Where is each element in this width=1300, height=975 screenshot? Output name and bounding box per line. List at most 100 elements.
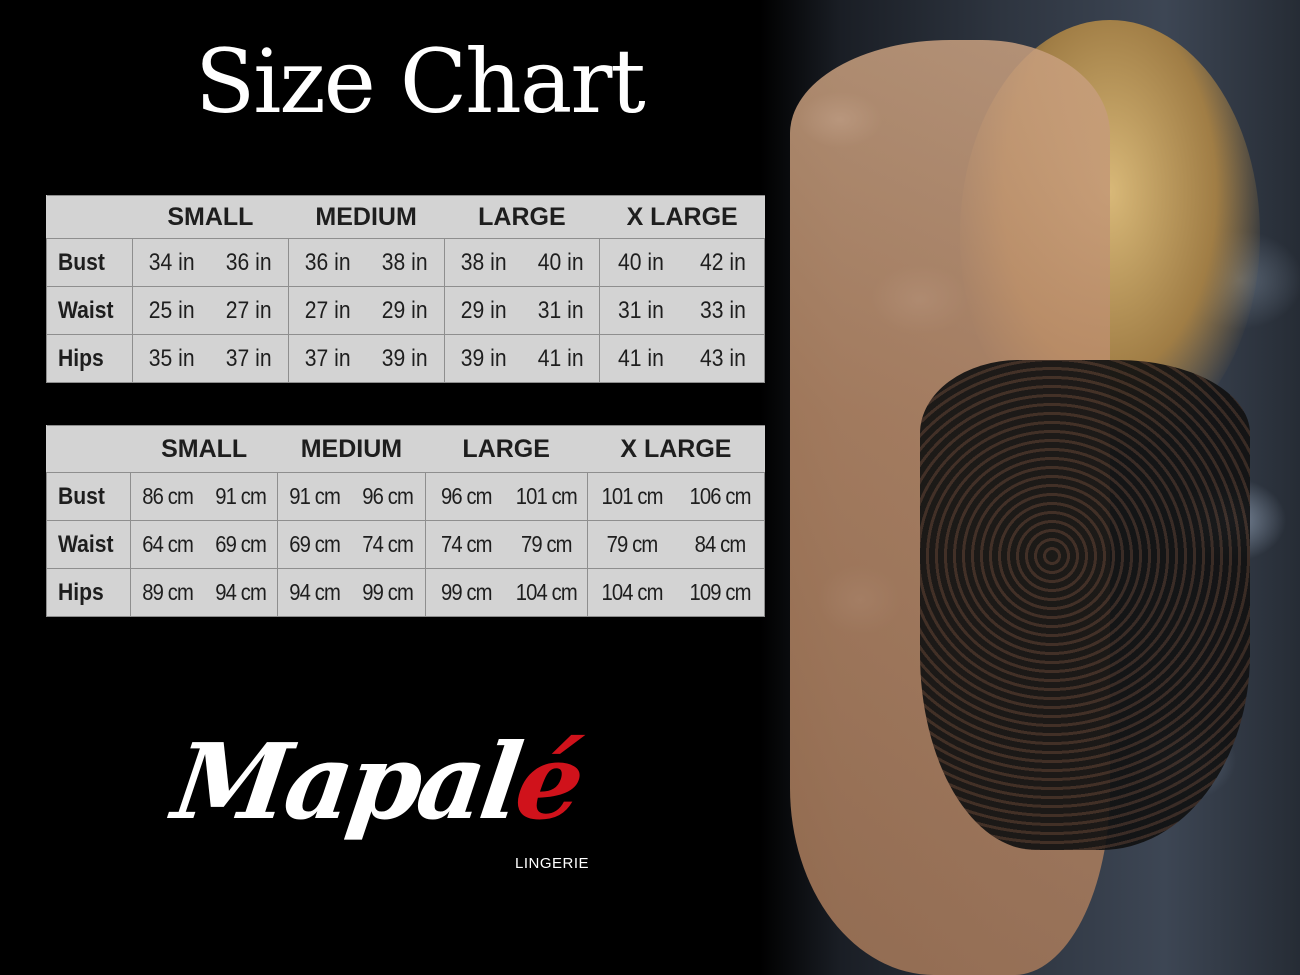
min-value: 34 in — [148, 248, 195, 276]
max-value: 104 cm — [515, 579, 578, 605]
min-value: 27 in — [304, 296, 351, 324]
max-value: 39 in — [381, 344, 428, 372]
min-value: 86 cm — [142, 483, 194, 509]
min-value: 64 cm — [142, 531, 194, 557]
max-value: 94 cm — [215, 579, 267, 605]
measure-label: Hips — [46, 568, 121, 617]
size-header: LARGE — [425, 425, 588, 473]
max-value: 79 cm — [521, 531, 573, 557]
min-value: 39 in — [460, 344, 507, 372]
size-range-cell: 79 cm 84 cm — [586, 520, 766, 569]
min-value: 94 cm — [289, 579, 341, 605]
size-header: X LARGE — [599, 195, 765, 239]
size-range-cell: 35 in 37 in — [132, 334, 289, 383]
brand-logo: Mapalé — [166, 720, 588, 843]
header-row: SMALL MEDIUM LARGE X LARGE — [46, 425, 765, 473]
size-range-cell: 38 in 40 in — [443, 238, 601, 287]
max-value: 37 in — [226, 344, 272, 372]
size-range-cell: 104 cm 109 cm — [586, 568, 766, 617]
size-range-cell: 41 in 43 in — [599, 334, 765, 383]
max-value: 27 in — [226, 296, 272, 324]
size-header: LARGE — [444, 195, 600, 239]
min-value: 104 cm — [601, 579, 663, 605]
size-table-inches: SMALL MEDIUM LARGE X LARGE Bust 34 in 36 in 36 … — [46, 195, 765, 383]
size-range-cell: 37 in 39 in — [287, 334, 445, 383]
max-value: 38 in — [381, 248, 428, 276]
min-value: 79 cm — [606, 531, 658, 557]
size-header: SMALL — [130, 425, 278, 473]
size-range-cell: 64 cm 69 cm — [129, 520, 279, 569]
header-blank — [46, 195, 133, 239]
max-value: 109 cm — [689, 579, 751, 605]
max-value: 101 cm — [515, 483, 578, 509]
min-value: 41 in — [618, 344, 665, 372]
max-value: 74 cm — [362, 531, 415, 557]
table-row: Waist 25 in 27 in 27 in 29 in 29 in 31 in 31 in… — [46, 286, 765, 335]
table-row: Waist 64 cm 69 cm 69 cm 74 cm 74 cm 79 cm 79 cm… — [46, 520, 766, 569]
min-value: 38 in — [460, 248, 507, 276]
size-range-cell: 86 cm 91 cm — [129, 472, 279, 521]
max-value: 31 in — [537, 296, 584, 324]
min-value: 89 cm — [142, 579, 194, 605]
max-value: 91 cm — [215, 483, 267, 509]
max-value: 99 cm — [362, 579, 415, 605]
min-value: 96 cm — [440, 483, 493, 509]
max-value: 41 in — [537, 344, 584, 372]
size-range-cell: 31 in 33 in — [599, 286, 765, 335]
table-row: Bust 86 cm 91 cm 91 cm 96 cm 96 cm 101 cm 101 c… — [46, 472, 766, 521]
size-range-cell: 29 in 31 in — [443, 286, 601, 335]
max-value: 36 in — [226, 248, 272, 276]
size-range-cell: 40 in 42 in — [599, 238, 765, 287]
min-value: 25 in — [148, 296, 195, 324]
max-value: 84 cm — [694, 531, 747, 557]
header-row: SMALL MEDIUM LARGE X LARGE — [46, 195, 765, 239]
logo-text: Mapal — [166, 720, 526, 843]
min-value: 31 in — [618, 296, 665, 324]
size-range-cell: 91 cm 96 cm — [277, 472, 426, 521]
size-header: X LARGE — [587, 425, 765, 473]
measure-label: Waist — [46, 520, 121, 569]
size-range-cell: 94 cm 99 cm — [277, 568, 426, 617]
table-row: Bust 34 in 36 in 36 in 38 in 38 in 40 in 40 in 4… — [46, 238, 765, 287]
size-range-cell: 74 cm 79 cm — [424, 520, 588, 569]
size-header: MEDIUM — [288, 195, 444, 239]
size-range-cell: 25 in 27 in — [132, 286, 289, 335]
max-value: 33 in — [700, 296, 746, 324]
max-value: 106 cm — [689, 483, 751, 509]
max-value: 43 in — [700, 344, 746, 372]
min-value: 36 in — [304, 248, 351, 276]
size-range-cell: 39 in 41 in — [443, 334, 601, 383]
size-range-cell: 36 in 38 in — [287, 238, 445, 287]
size-range-cell: 34 in 36 in — [132, 238, 289, 287]
min-value: 40 in — [618, 248, 665, 276]
size-table-cm: SMALL MEDIUM LARGE X LARGE Bust 86 cm 91 cm 91 … — [46, 425, 766, 617]
measure-label: Waist — [46, 286, 123, 335]
min-value: 69 cm — [289, 531, 341, 557]
size-range-cell: 96 cm 101 cm — [424, 472, 588, 521]
min-value: 29 in — [460, 296, 507, 324]
measure-label: Bust — [46, 472, 121, 521]
measure-label: Hips — [46, 334, 123, 383]
min-value: 35 in — [148, 344, 195, 372]
max-value: 69 cm — [215, 531, 267, 557]
page-title: Size Chart — [195, 30, 646, 133]
logo-tagline: LINGERIE — [515, 855, 590, 872]
size-header: MEDIUM — [277, 425, 426, 473]
size-header: SMALL — [132, 195, 289, 239]
size-range-cell: 99 cm 104 cm — [424, 568, 588, 617]
max-value: 29 in — [381, 296, 428, 324]
header-blank — [46, 425, 131, 473]
size-range-cell: 101 cm 106 cm — [586, 472, 766, 521]
size-range-cell: 27 in 29 in — [287, 286, 445, 335]
size-range-cell: 89 cm 94 cm — [129, 568, 279, 617]
model-photo-lace-bodysuit — [920, 360, 1250, 850]
min-value: 99 cm — [440, 579, 493, 605]
max-value: 40 in — [537, 248, 584, 276]
max-value: 42 in — [700, 248, 746, 276]
min-value: 37 in — [304, 344, 351, 372]
table-row: Hips 89 cm 94 cm 94 cm 99 cm 99 cm 104 cm 104 c… — [46, 568, 766, 617]
max-value: 96 cm — [362, 483, 415, 509]
min-value: 91 cm — [289, 483, 341, 509]
table-row: Hips 35 in 37 in 37 in 39 in 39 in 41 in 41 in 4… — [46, 334, 765, 383]
size-range-cell: 69 cm 74 cm — [277, 520, 426, 569]
